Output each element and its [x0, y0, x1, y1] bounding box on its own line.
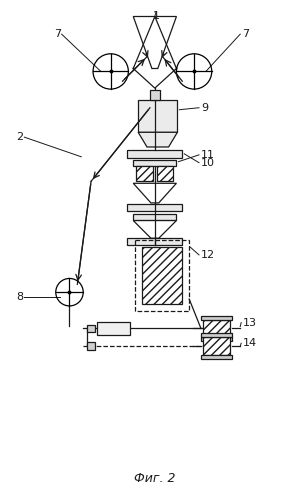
Bar [203, 338, 230, 355]
Bar [87, 324, 95, 332]
Text: 2: 2 [16, 132, 24, 142]
Bar [201, 355, 232, 359]
Polygon shape [133, 184, 176, 203]
Text: 7: 7 [242, 29, 249, 39]
Text: 10: 10 [201, 158, 215, 168]
Bar [87, 342, 95, 350]
Bar [203, 320, 230, 338]
Bar [127, 204, 182, 211]
Text: Фиг. 2: Фиг. 2 [134, 472, 176, 486]
Text: 12: 12 [201, 250, 215, 260]
Bar [135, 240, 189, 311]
Text: 1: 1 [152, 10, 159, 20]
Bar [142, 247, 182, 304]
Bar [201, 338, 232, 341]
Text: 13: 13 [243, 318, 257, 328]
Polygon shape [138, 132, 177, 147]
Bar [157, 166, 173, 182]
Bar [97, 322, 130, 336]
Bar [138, 100, 177, 132]
Text: 9: 9 [201, 102, 208, 113]
Bar [133, 214, 176, 220]
Text: 8: 8 [16, 292, 24, 302]
Bar [201, 334, 232, 338]
Bar [150, 90, 160, 100]
Bar [127, 238, 182, 245]
Text: 14: 14 [243, 338, 257, 348]
Text: 11: 11 [201, 150, 215, 160]
Bar [201, 316, 232, 320]
Polygon shape [133, 220, 176, 238]
Bar [136, 166, 153, 182]
Text: 7: 7 [54, 29, 61, 39]
Bar [133, 160, 176, 166]
Bar [127, 150, 182, 158]
